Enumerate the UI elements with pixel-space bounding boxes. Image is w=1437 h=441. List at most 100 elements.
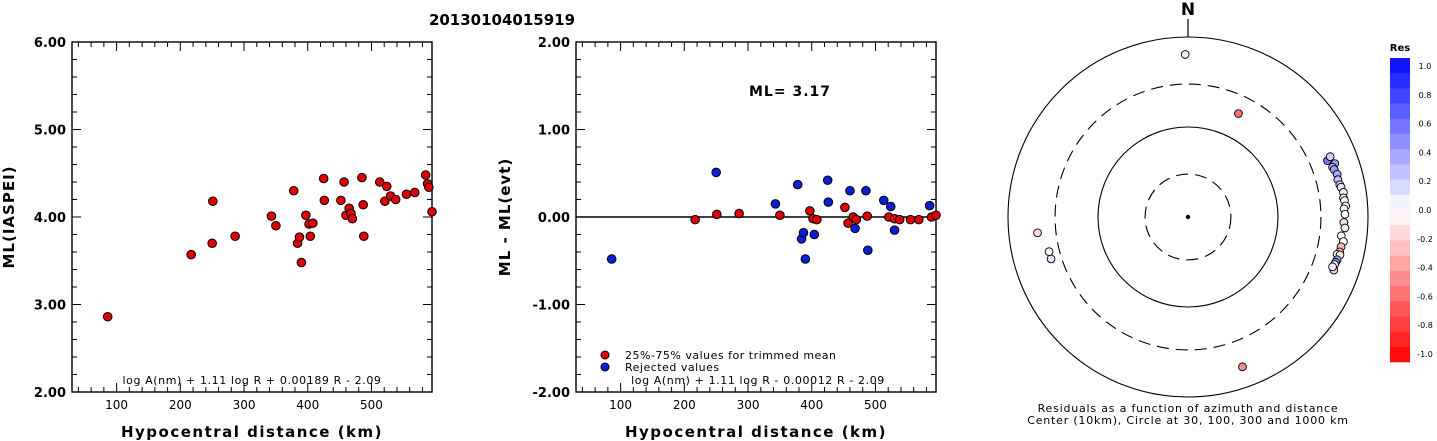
left-point-red xyxy=(390,194,401,205)
left-y-tick-label: 5.00 xyxy=(34,124,66,139)
polar-point xyxy=(1340,223,1350,233)
left-formula: log A(nm) + 1.11 log R + 0.00189 R - 2.0… xyxy=(122,374,381,387)
polar-point xyxy=(1238,362,1247,372)
middle-axes: 100 200 300 400 500 -2.00 -1.00 0.00 1.00 2.00 xyxy=(533,36,937,412)
middle-point-blue xyxy=(863,245,873,256)
left-y-tick-label: 6.00 xyxy=(34,36,66,51)
left-x-axis-label: Hypocentral distance (km) xyxy=(121,423,383,441)
colorbar-cell xyxy=(1390,331,1410,348)
polar-point xyxy=(1325,152,1335,162)
colorbar-tick-label: 1.0 xyxy=(1419,62,1432,71)
middle-x-tick-label: 500 xyxy=(864,398,887,412)
ring-100km xyxy=(1097,126,1279,308)
left-point-red xyxy=(427,206,437,217)
left-point-red xyxy=(336,195,346,206)
polar-data-points xyxy=(1033,50,1350,372)
middle-point-blue xyxy=(822,175,833,186)
left-x-tick-label: 300 xyxy=(233,398,256,412)
left-x-tick-label: 100 xyxy=(105,398,128,412)
middle-y-tick-label: 1.00 xyxy=(538,124,570,139)
middle-point-blue xyxy=(878,195,889,206)
left-point-red xyxy=(358,199,368,210)
middle-y-tick-label: -1.00 xyxy=(533,299,570,314)
polar-point xyxy=(1234,109,1243,118)
left-point-red xyxy=(102,311,113,322)
middle-point-red xyxy=(862,211,872,221)
middle-point-red xyxy=(775,210,785,221)
middle-point-blue xyxy=(823,197,834,207)
left-point-red xyxy=(294,232,305,242)
colorbar-cell xyxy=(1390,194,1410,211)
distance-rings xyxy=(1007,36,1369,398)
left-point-red xyxy=(347,213,358,224)
left-data-points xyxy=(102,170,437,322)
middle-x-tick-label: 100 xyxy=(609,398,632,412)
colorbar-cell xyxy=(1390,58,1410,74)
left-x-tick-label: 200 xyxy=(169,398,192,412)
left-point-red xyxy=(357,172,367,183)
middle-x-tick-label: 300 xyxy=(737,398,760,412)
left-point-red xyxy=(230,231,240,242)
middle-point-blue xyxy=(798,227,809,238)
colorbar-title: Res xyxy=(1390,43,1410,54)
middle-x-tick-label: 400 xyxy=(800,398,823,412)
colorbar-cell xyxy=(1390,346,1410,363)
left-plot-frame xyxy=(71,41,433,393)
colorbar-cell xyxy=(1390,301,1410,317)
panel-ml-vs-distance: 100 200 300 400 500 2.00 3.00 4.00 5.00 6.00 ML(I… xyxy=(0,36,437,441)
legend-trimmed-mean-label: 25%-75% values for trimmed mean xyxy=(625,349,837,362)
left-point-red xyxy=(359,231,369,242)
ring-300km xyxy=(1054,83,1322,351)
colorbar-tick-label: 0.4 xyxy=(1419,148,1432,157)
left-x-tick-label: 400 xyxy=(296,398,319,412)
left-point-red xyxy=(296,257,307,268)
colorbar-tick-label: -0.6 xyxy=(1417,292,1433,301)
middle-y-tick-label: 0.00 xyxy=(538,211,570,226)
left-point-red xyxy=(424,182,434,193)
left-point-red xyxy=(288,185,299,196)
middle-point-blue xyxy=(845,185,855,196)
middle-point-blue xyxy=(861,185,871,196)
colorbar-cell xyxy=(1390,118,1410,135)
middle-point-red xyxy=(851,214,862,225)
left-point-red xyxy=(186,249,196,260)
left-point-red xyxy=(208,196,218,207)
legend-red-marker xyxy=(600,350,610,360)
polar-point xyxy=(1180,50,1190,59)
colorbar-tick-label: -0.4 xyxy=(1417,264,1433,273)
left-y-axis-label: ML(IASPEI) xyxy=(0,165,18,268)
colorbar-cell xyxy=(1390,225,1410,241)
north-label: N xyxy=(1181,0,1195,20)
colorbar-tick-label: 0.6 xyxy=(1419,120,1432,129)
polar-point xyxy=(1044,247,1054,256)
middle-point-blue xyxy=(792,179,803,190)
ring-30km xyxy=(1144,173,1232,261)
middle-point-blue xyxy=(606,254,617,264)
colorbar-cell xyxy=(1390,286,1410,302)
left-axes: 100 200 300 400 500 2.00 3.00 4.00 5.00 6.00 xyxy=(34,36,433,412)
left-point-red xyxy=(339,177,349,187)
left-point-red xyxy=(318,173,329,184)
colorbar-cell xyxy=(1390,149,1410,165)
left-point-red xyxy=(271,220,281,231)
colorbar-tick-label: 0.2 xyxy=(1419,177,1432,186)
left-y-tick-label: 3.00 xyxy=(34,299,66,314)
legend-rejected-label: Rejected values xyxy=(625,361,720,374)
left-point-red xyxy=(381,181,392,192)
left-point-red xyxy=(401,189,412,200)
colorbar-tick-label: -1.0 xyxy=(1417,350,1433,359)
center-dot xyxy=(1185,214,1191,220)
colorbar-cell xyxy=(1390,316,1410,332)
left-x-tick-label: 500 xyxy=(360,398,383,412)
polar-point xyxy=(1340,209,1350,219)
left-point-red xyxy=(207,238,217,249)
ring-1000km xyxy=(1007,36,1369,398)
middle-point-red xyxy=(894,214,905,225)
colorbar-cell xyxy=(1390,164,1410,180)
panel-azimuth-residuals: N Residuals as a function of azimuth and… xyxy=(1007,0,1369,427)
middle-point-red xyxy=(805,206,815,216)
colorbar-cell xyxy=(1390,210,1410,226)
middle-point-red xyxy=(905,214,916,225)
left-y-tick-label: 2.00 xyxy=(34,386,66,401)
